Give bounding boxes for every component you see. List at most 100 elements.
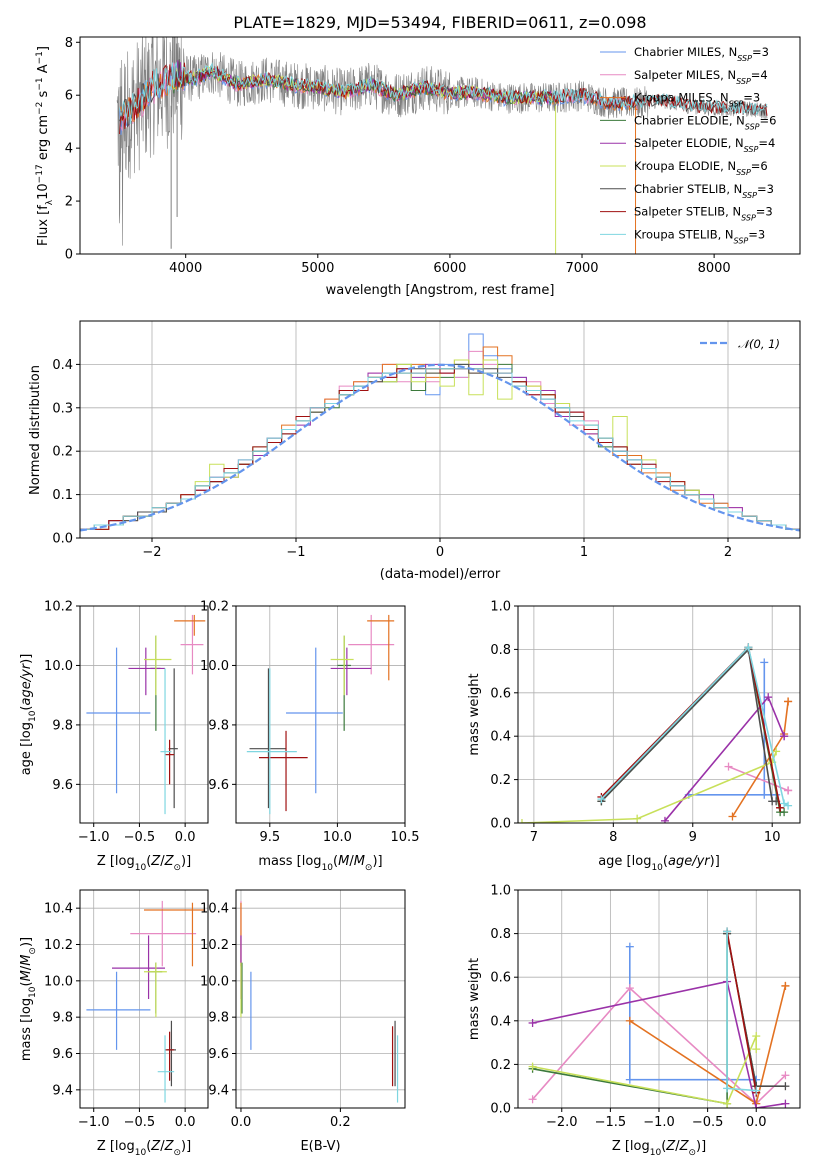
y-tick-label: 1.0 [490,884,511,899]
x-tick-label: 6000 [433,261,466,276]
x-tick-label: −0.5 [124,1115,156,1130]
legend-entry: Kroupa STELIB, NSSP=3 [634,227,765,245]
weight-marker [781,981,790,990]
mass-weight-vs-age-lines [518,643,793,823]
legend-entry: 𝒩(0, 1) [738,337,780,351]
error-bar-point [144,902,206,967]
legend-entry: Chabrier MILES, NSSP=3 [634,45,769,63]
y-tick-label: 0.2 [52,445,73,460]
y-axis-label: Normed distribution [28,365,43,495]
y-tick-label: 4 [65,142,73,157]
error-bar-point [86,971,151,1050]
weight-marker [780,808,789,817]
legend-entry: Salpeter ELODIE, NSSP=4 [634,136,775,154]
legend-entry: Kroupa MILES, NSSP=3 [634,91,760,109]
y-axis-label: Flux [fλ10−17 erg cm−2 s−1 A−1] [35,46,55,246]
x-tick-label: −1.5 [595,1115,627,1130]
y-tick-label: 2 [65,195,73,210]
error-bar-point [246,668,297,815]
weight-line-7 [726,931,757,1093]
legend-entry: Kroupa ELODIE, NSSP=6 [634,159,768,177]
x-axis-label: wavelength [Angstrom, rest frame] [326,283,555,298]
y-tick-label: 9.6 [52,1047,73,1062]
x-tick-label: −0.5 [124,830,156,845]
y-axis-label: age [log10(age/yr)] [19,654,38,776]
y-tick-label: 9.6 [52,778,73,793]
x-tick-label: 9.5 [259,830,280,845]
error-bar-point [367,614,395,681]
error-bar-point [286,647,343,794]
y-tick-label: 0.4 [52,358,73,373]
y-tick-label: 0.4 [490,730,511,745]
weight-marker [625,942,634,951]
y-tick-label: 10.2 [200,600,229,615]
y-tick-label: 8 [65,36,73,51]
weight-line-5 [521,751,777,823]
x-tick-label: 0.2 [330,1115,351,1130]
residual-histograms [80,333,800,538]
x-axis-label: age [log10(age/yr)] [598,854,720,873]
x-tick-label: −1.0 [78,830,110,845]
y-tick-label: 0.8 [490,643,511,658]
normal-reference-curve [80,363,800,532]
y-tick-label: 10.2 [44,938,73,953]
observed-spectrum [116,37,768,254]
weight-marker [752,1086,761,1095]
x-tick-label: 0.0 [175,1115,196,1130]
weight-line-5 [532,1035,758,1105]
weight-line-0 [628,946,757,1081]
x-tick-label: 7000 [565,261,598,276]
y-tick-label: 10.4 [44,902,73,917]
error-bar-point [168,668,178,809]
y-tick-label: 0.2 [490,773,511,788]
y-tick-label: 0.6 [490,686,511,701]
weight-marker [760,658,769,667]
age-vs-Z-frame [79,605,209,824]
x-tick-label: 8000 [698,261,731,276]
weight-line-4 [532,980,786,1108]
x-tick-label: 0.0 [175,830,196,845]
y-tick-label: 0.4 [490,1014,511,1029]
error-bar-point [130,900,197,967]
y-tick-label: 10.0 [200,974,229,989]
weight-marker [625,984,634,993]
y-tick-label: 9.8 [52,718,73,733]
y-tick-label: 9.8 [208,718,229,733]
weight-marker [528,1062,537,1071]
y-tick-label: 0.8 [490,927,511,942]
x-axis-label: (data-model)/error [380,567,501,582]
x-tick-label: 9 [689,830,697,845]
y-tick-label: 10.0 [200,659,229,674]
spectrum-axes: 4000 5000 6000 7000 8000 0 2 4 6 8 [65,36,731,276]
error-bar-point [86,647,151,794]
y-tick-label: 10.0 [44,974,73,989]
error-bar-point [249,668,287,809]
weight-line-1 [531,986,786,1105]
y-tick-label: 9.6 [208,1047,229,1062]
error-bar-point [128,647,166,696]
y-axis-label: mass weight [467,673,482,755]
y-tick-label: 0.1 [52,488,73,503]
weight-marker [784,801,793,810]
residuals-axes: −2 −1 0 1 2 0.0 0.1 0.2 0.3 0.4 [52,321,800,560]
x-tick-label: −1 [286,545,305,560]
y-tick-label: 9.8 [52,1011,73,1026]
y-tick-label: 0.0 [52,532,73,547]
y-tick-label: 9.6 [208,778,229,793]
legend-entry: Chabrier ELODIE, NSSP=6 [634,113,776,130]
age-vs-Z-axes: −1.0 −0.5 0.0 9.6 9.8 10.0 10.2 [44,600,208,845]
x-tick-label: 0.0 [231,1115,252,1130]
age-vs-Z-points [86,614,206,815]
x-tick-label: 8 [609,830,617,845]
weight-marker [776,803,785,812]
weight-line-3 [532,933,757,1105]
error-bar-point [258,730,308,812]
x-tick-label: 2 [724,545,732,560]
error-bar-point [330,635,354,696]
x-tick-label: 5000 [301,261,334,276]
x-tick-label: −2.0 [546,1115,578,1130]
weight-marker [781,1082,790,1091]
error-bar-point [330,647,372,696]
y-tick-label: 0.2 [490,1058,511,1073]
